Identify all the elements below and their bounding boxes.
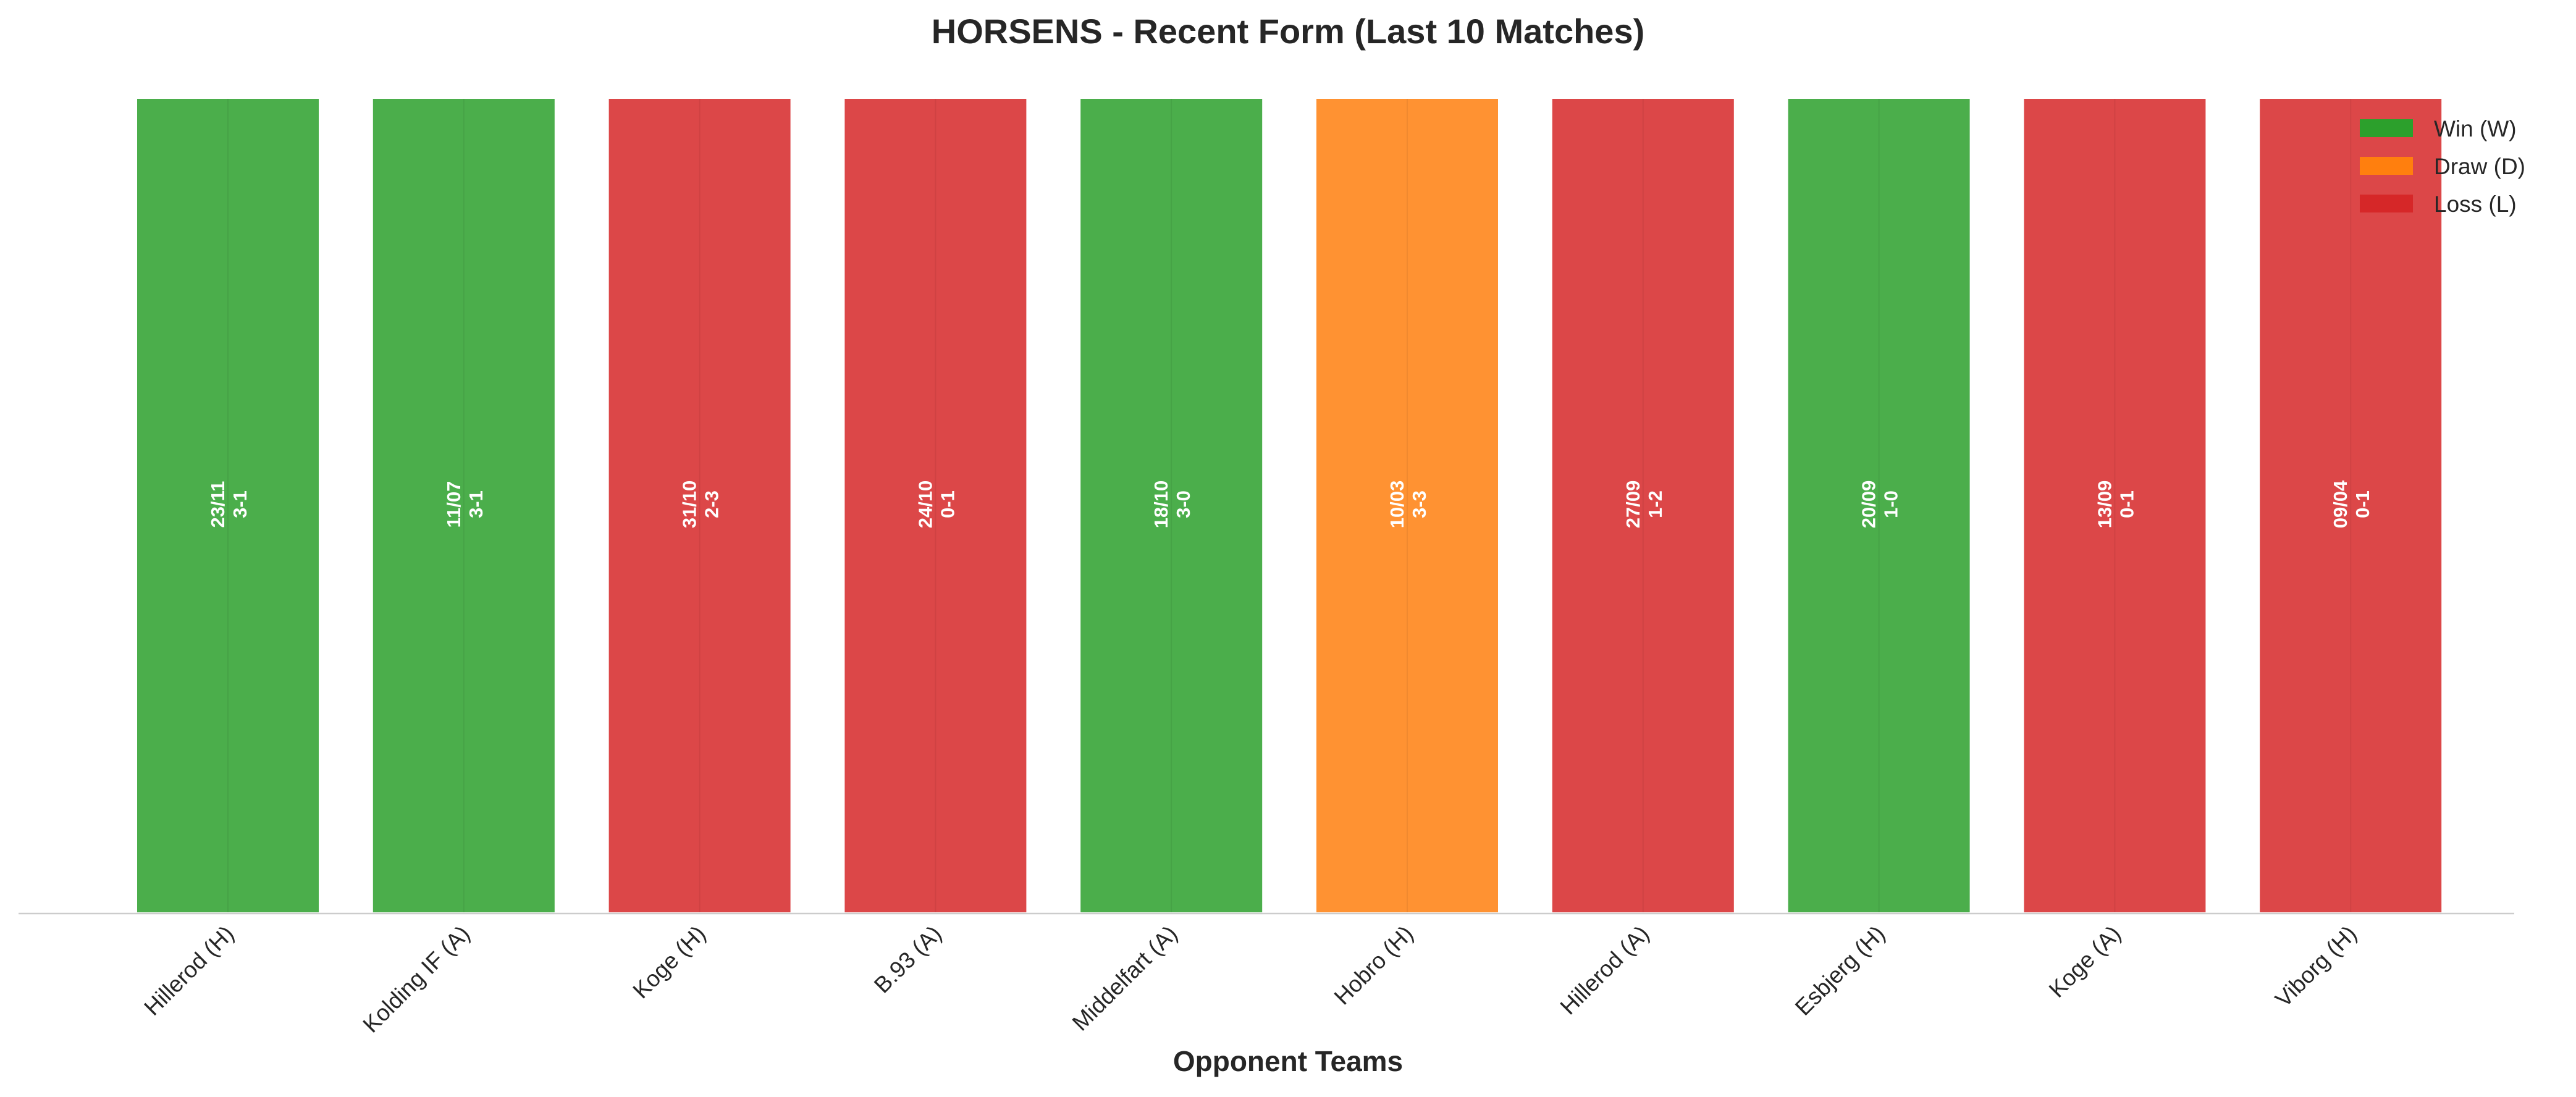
chart-title: HORSENS - Recent Form (Last 10 Matches) (932, 12, 1644, 51)
bar-label: 24/100-1 (914, 481, 958, 529)
bar-l-3 (606, 96, 793, 915)
x-axis-label: Opponent Teams (1173, 1045, 1403, 1077)
bar-label: 13/090-1 (2094, 481, 2137, 529)
bar-label-date: 18/10 (1150, 481, 1172, 529)
bar-label-date: 13/09 (2094, 481, 2115, 529)
legend-swatch-w (2360, 119, 2413, 137)
bar-label-score: 0-1 (2116, 490, 2137, 518)
x-tick-label: Kolding IF (A) (358, 921, 475, 1038)
legend-label-l: Loss (L) (2434, 191, 2517, 217)
bar-label-date: 23/11 (207, 481, 229, 528)
x-tick-label: B.93 (A) (869, 921, 946, 998)
bar-label-date: 11/07 (443, 481, 465, 528)
bar-label-date: 27/09 (1622, 481, 1644, 529)
legend-label-w: Win (W) (2434, 116, 2517, 141)
bar-label-date: 20/09 (1858, 481, 1880, 529)
x-tick-label: Koge (H) (628, 921, 711, 1004)
bar-l-7 (1549, 96, 1736, 915)
x-tick-label: Hobro (H) (1329, 921, 1418, 1010)
x-tick-labels: Hillerod (H) Kolding IF (A) Koge (H) B.93 (… (139, 921, 2361, 1038)
x-tick-label: Koge (A) (2044, 921, 2126, 1002)
bar-label: 10/033-3 (1386, 481, 1430, 529)
legend-swatch-d (2360, 157, 2413, 175)
bar-label-score: 3-1 (465, 490, 487, 518)
bar-label-score: 1-0 (1880, 490, 1902, 518)
bar-label: 31/102-3 (679, 481, 723, 529)
bar-l-10 (2257, 96, 2444, 915)
x-tick-label: Hillerod (H) (139, 921, 238, 1020)
bar-label-date: 09/04 (2330, 480, 2351, 528)
bar-w-1 (135, 96, 321, 915)
bar-label-date: 31/10 (679, 481, 701, 529)
bars-layer: 23/113-1 11/073-1 31/102-3 24/100-1 18/103-0… (135, 96, 2444, 915)
bar-label: 23/113-1 (207, 481, 251, 528)
bar-label-date: 10/03 (1386, 481, 1408, 529)
bar-label-score: 3-3 (1408, 490, 1430, 518)
x-tick-label: Middelfart (A) (1067, 921, 1182, 1036)
bar-label-date: 24/10 (914, 481, 936, 529)
x-tick-label: Esbjerg (H) (1790, 921, 1890, 1020)
bar-label-score: 1-2 (1644, 490, 1666, 518)
bar-d-6 (1314, 96, 1501, 915)
bar-label-score: 0-1 (937, 490, 958, 518)
bar-w-2 (370, 96, 557, 915)
bar-label: 20/091-0 (1858, 481, 1902, 529)
x-tick-label: Viborg (H) (2270, 921, 2362, 1012)
bar-w-5 (1078, 96, 1265, 915)
bar-label: 18/103-0 (1150, 481, 1194, 529)
legend-label-d: Draw (D) (2434, 154, 2525, 179)
bar-label-score: 3-1 (229, 490, 251, 518)
bar-label-score: 3-0 (1172, 490, 1194, 518)
bar-l-4 (842, 96, 1029, 915)
bar-label: 11/073-1 (443, 481, 487, 528)
bar-label-score: 2-3 (701, 490, 723, 518)
x-tick-label: Hillerod (A) (1555, 921, 1654, 1020)
legend: Win (W) Draw (D) Loss (L) (2360, 116, 2525, 217)
bar-label-score: 0-1 (2352, 490, 2373, 518)
bar-label: 27/091-2 (1622, 481, 1666, 529)
bar-label: 09/040-1 (2330, 480, 2373, 528)
legend-swatch-l (2360, 195, 2413, 212)
